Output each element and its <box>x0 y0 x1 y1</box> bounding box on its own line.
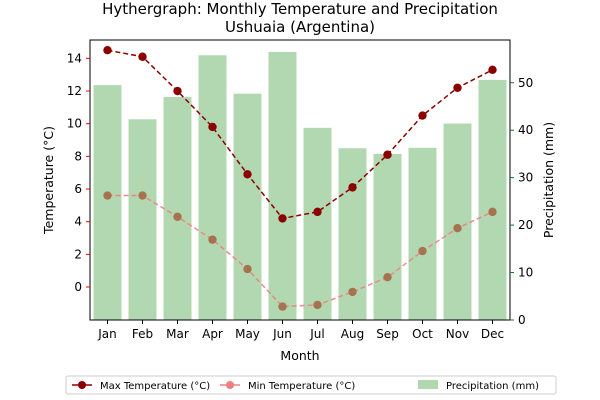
y-left-tick-label: 4 <box>74 215 82 229</box>
min-temp-point <box>418 246 427 256</box>
x-tick-label: Oct <box>412 327 433 341</box>
lines-layer <box>103 46 497 311</box>
y-left-tick-label: 8 <box>74 149 82 163</box>
min-temp-point <box>488 207 497 217</box>
y-left-tick-label: 12 <box>67 84 82 98</box>
max-temp-point <box>138 52 147 61</box>
y-right-axis: 0 10 20 30 40 50 <box>510 76 533 327</box>
precipitation-bar <box>303 127 332 320</box>
plot-frame <box>89 39 511 321</box>
min-temp-point <box>348 287 357 297</box>
y-left-tick-label: 6 <box>74 182 82 196</box>
precipitation-bar <box>478 79 507 320</box>
y-left-tick-label: 10 <box>67 117 82 131</box>
y-right-tick-label: 30 <box>518 171 533 185</box>
max-temp-point <box>208 122 217 132</box>
min-temp-point <box>383 273 392 282</box>
legend-min-temp-marker <box>226 381 234 389</box>
min-temp-point <box>208 235 217 244</box>
legend: Max Temperature (°C) Min Temperature (°C)… <box>65 375 557 395</box>
chart-subtitle: Ushuaia (Argentina) <box>225 18 375 36</box>
x-tick-label: Dec <box>481 327 504 341</box>
legend-label: Min Temperature (°C) <box>248 381 355 392</box>
x-axis: Jan Feb Mar Apr May Jun Jul Aug Sep Oct Nov Dec <box>97 320 504 341</box>
y-right-tick-label: 10 <box>518 266 533 280</box>
legend-items: Max Temperature (°C) Min Temperature (°C)… <box>72 380 539 392</box>
bars-layer <box>93 51 507 320</box>
min-temp-point <box>313 300 322 310</box>
min-temp-point <box>103 191 112 200</box>
precipitation-bar <box>128 119 157 320</box>
y-right-tick-label: 20 <box>518 218 533 232</box>
max-temp-point <box>173 86 182 96</box>
legend-label: Max Temperature (°C) <box>100 381 210 392</box>
x-tick-label: Aug <box>341 327 364 341</box>
y-right-tick-label: 50 <box>518 76 533 90</box>
precipitation-bar <box>233 93 262 320</box>
y-left-axis-label: Temperature (°C) <box>41 126 56 235</box>
precipitation-bar <box>268 51 297 320</box>
x-tick-label: Sep <box>376 327 399 341</box>
chart-title: Hythergraph: Monthly Temperature and Pre… <box>102 0 498 18</box>
min-temp-point <box>278 302 287 311</box>
y-left-axis: 0 2 4 6 8 10 12 14 <box>67 51 90 294</box>
x-tick-label: Mar <box>166 327 189 341</box>
max-temp-point <box>488 65 497 75</box>
max-temp-point <box>103 46 112 55</box>
min-temp-line <box>107 194 493 308</box>
y-left-tick-label: 0 <box>74 280 82 294</box>
y-left-tick-label: 14 <box>67 51 82 65</box>
precipitation-bar <box>443 123 472 320</box>
legend-precipitation-swatch <box>418 380 438 389</box>
max-temp-point <box>313 207 322 217</box>
min-temp-point <box>138 191 147 200</box>
max-temp-point <box>278 214 287 223</box>
min-temp-point <box>243 264 252 274</box>
precipitation-bar <box>93 85 122 320</box>
precipitation-bar <box>373 153 402 320</box>
max-temp-point <box>348 183 357 192</box>
precipitation-bar <box>198 55 227 320</box>
min-temp-point <box>453 224 462 233</box>
legend-label: Precipitation (mm) <box>446 381 539 392</box>
x-tick-label: Jun <box>272 327 292 341</box>
max-temp-point <box>453 83 462 92</box>
x-tick-label: Jan <box>97 327 117 341</box>
x-tick-label: Jul <box>309 327 324 341</box>
max-temp-line <box>107 49 493 220</box>
precipitation-bar <box>408 147 437 320</box>
max-temp-point <box>243 170 252 179</box>
x-axis-label: Month <box>280 348 319 363</box>
y-right-axis-label: Precipitation (mm) <box>541 122 556 238</box>
min-temp-point <box>173 212 182 221</box>
legend-max-temp-marker <box>78 381 86 389</box>
x-tick-label: Nov <box>446 327 469 341</box>
precipitation-bar <box>163 96 192 320</box>
y-right-tick-label: 0 <box>518 313 526 327</box>
y-left-tick-label: 2 <box>74 247 82 261</box>
x-tick-label: May <box>235 327 260 341</box>
x-tick-label: Feb <box>132 327 153 341</box>
y-right-tick-label: 40 <box>518 123 533 137</box>
x-tick-label: Apr <box>202 327 223 341</box>
max-temp-point <box>383 150 392 159</box>
max-temp-point <box>418 111 427 120</box>
